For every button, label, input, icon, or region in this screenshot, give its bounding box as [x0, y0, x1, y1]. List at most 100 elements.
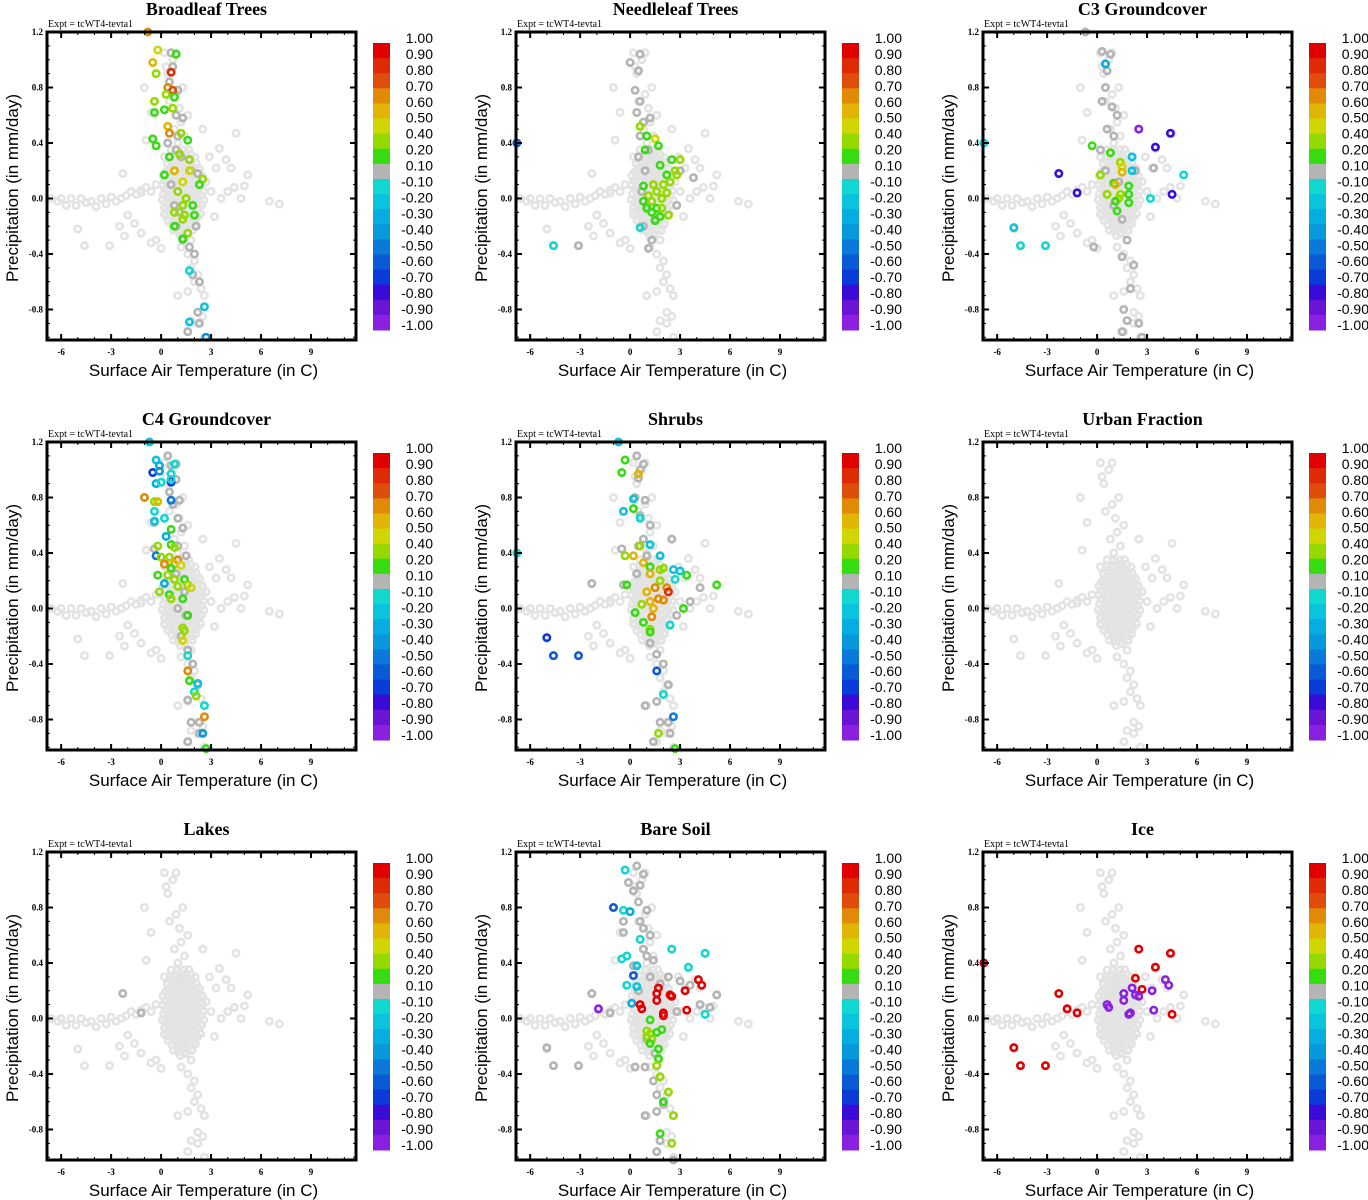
background-point-center — [210, 600, 212, 603]
background-point-center — [130, 190, 132, 193]
background-point-center — [187, 1073, 189, 1075]
background-point-center — [1099, 156, 1102, 158]
background-point-center — [1016, 607, 1018, 610]
data-point — [638, 181, 648, 191]
background-point-center — [110, 196, 112, 198]
y-tick-label: 0.4 — [968, 138, 980, 148]
background-point — [1159, 187, 1169, 197]
background-point-center — [208, 976, 211, 978]
background-point-center — [268, 1020, 271, 1022]
background-point-center — [1135, 623, 1138, 625]
neutral-point-center — [170, 52, 172, 54]
background-point-center — [233, 1006, 236, 1009]
background-point — [76, 603, 86, 613]
x-tick-label: 0 — [628, 347, 633, 357]
data-point-center — [182, 204, 184, 207]
background-point — [86, 606, 96, 616]
colorbar-label: 0.80 — [1342, 62, 1368, 78]
data-point — [642, 203, 652, 213]
neutral-point-center — [197, 311, 199, 313]
background-point — [695, 163, 705, 173]
data-point-center — [177, 585, 179, 587]
background-point — [61, 610, 71, 620]
background-point-center — [155, 183, 157, 186]
colorbar-bin — [842, 634, 859, 650]
scatter-points — [46, 868, 284, 1162]
colorbar-bin — [373, 468, 390, 484]
background-point — [214, 554, 224, 564]
background-point-center — [1001, 614, 1003, 617]
background-point-center — [1016, 197, 1018, 200]
background-point-center — [163, 52, 166, 54]
colorbar-label: -0.30 — [1337, 205, 1368, 221]
background-point-center — [1113, 294, 1115, 297]
background-point-center — [118, 1045, 121, 1047]
background-point-center — [614, 139, 616, 141]
background-point — [123, 210, 133, 220]
background-point-center — [599, 600, 601, 603]
colorbar: 1.000.900.800.700.600.500.400.200.10-0.1… — [842, 30, 902, 333]
neutral-point-center — [195, 225, 197, 227]
background-point-center — [127, 624, 129, 626]
colorbar-label: -1.00 — [401, 727, 433, 743]
y-tick-label: 0.8 — [501, 82, 513, 92]
background-point-center — [145, 596, 147, 599]
background-point-center — [1163, 190, 1165, 193]
background-point — [560, 202, 570, 212]
background-point — [1032, 193, 1042, 203]
colorbar-bin — [1309, 619, 1326, 635]
colorbar-bin — [842, 88, 859, 104]
data-point — [663, 210, 673, 220]
colorbar-bin — [1309, 73, 1326, 89]
neutral-point — [194, 277, 204, 287]
background-point — [640, 89, 650, 99]
background-point-center — [1133, 684, 1135, 686]
data-point-center — [165, 93, 167, 96]
background-point-center — [659, 267, 661, 269]
background-point-center — [227, 190, 229, 193]
background-point — [151, 645, 161, 655]
background-point-center — [1130, 566, 1132, 568]
y-tick-label: -0.4 — [29, 249, 44, 259]
background-point-center — [1130, 633, 1133, 635]
background-point-center — [187, 663, 189, 665]
background-point-center — [1108, 59, 1110, 61]
background-point-center — [1151, 577, 1153, 579]
data-point — [655, 160, 665, 170]
background-point-center — [669, 697, 671, 700]
background-point-center — [193, 281, 196, 283]
neutral-point-center — [1093, 246, 1095, 248]
x-tick-label: 6 — [1195, 757, 1200, 767]
data-point-center — [152, 138, 154, 140]
background-point — [156, 243, 166, 253]
neutral-point-center — [177, 89, 179, 91]
x-tick-label: 6 — [728, 347, 733, 357]
data-point — [194, 180, 204, 190]
panel-title: C3 Groundcover — [1078, 0, 1207, 19]
background-point-center — [631, 193, 634, 195]
background-point-center — [166, 162, 168, 165]
background-point-center — [646, 294, 648, 297]
background-point-center — [227, 1010, 229, 1013]
y-tick-label: 0.8 — [968, 492, 980, 502]
background-point-center — [187, 1110, 189, 1113]
data-point-center — [197, 682, 199, 685]
background-point-center — [100, 607, 102, 610]
background-point-center — [1069, 632, 1072, 635]
colorbar-bin — [1309, 284, 1326, 301]
colorbar-label: -1.00 — [1337, 727, 1368, 743]
y-tick-label: -0.4 — [29, 659, 44, 669]
background-point — [158, 180, 168, 190]
background-point — [73, 224, 83, 234]
colorbar-label: -0.70 — [1337, 679, 1368, 695]
data-point — [153, 45, 163, 55]
background-point-center — [529, 197, 531, 200]
background-point-center — [737, 200, 740, 202]
background-point-center — [1071, 193, 1073, 196]
colorbar-bin — [842, 724, 859, 741]
background-point-center — [90, 200, 92, 202]
data-point — [166, 67, 176, 77]
colorbar-bin — [373, 254, 390, 271]
background-point-center — [225, 568, 227, 571]
data-point-center — [1104, 63, 1107, 65]
